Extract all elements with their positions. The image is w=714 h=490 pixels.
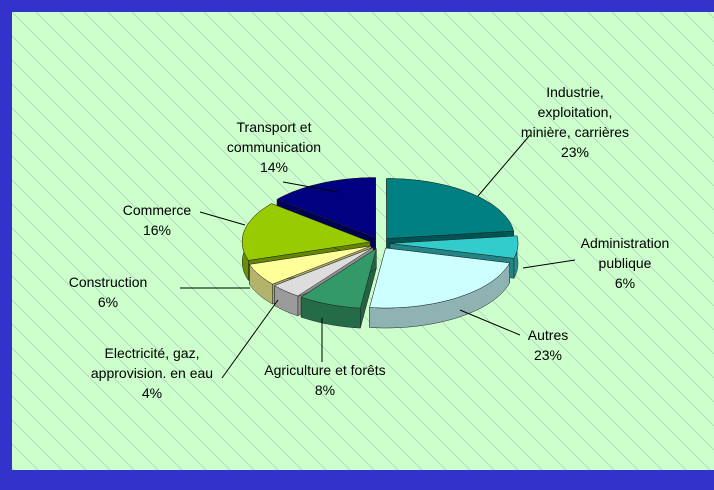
- percent-label: 16%: [142, 222, 172, 238]
- data-label: Administration publique 6%: [560, 233, 690, 293]
- category-label: Administration publique: [580, 235, 670, 271]
- category-label: Commerce: [122, 202, 192, 218]
- leader-line: [459, 309, 521, 336]
- leader-line: [199, 211, 246, 226]
- category-label: Transport et communication: [226, 119, 322, 155]
- percent-label: 6%: [614, 275, 636, 291]
- slice-top: [386, 178, 514, 239]
- slice-top: [249, 245, 372, 285]
- data-label: Transport et communication 14%: [204, 117, 344, 177]
- percent-label: 23%: [533, 347, 563, 363]
- percent-label: 23%: [560, 144, 590, 160]
- data-label: Industrie, exploitation, minière, carriè…: [520, 82, 630, 162]
- leader-line: [282, 181, 339, 193]
- slice-top: [300, 248, 377, 309]
- slice-top: [369, 247, 511, 309]
- category-label: Autres: [527, 327, 569, 343]
- slice-top: [241, 203, 372, 261]
- percent-label: 4%: [141, 385, 163, 401]
- category-label: Industrie, exploitation, minière, carriè…: [520, 84, 630, 140]
- leader-line: [477, 134, 531, 197]
- slice-top: [276, 177, 376, 238]
- data-label: Autres 23%: [508, 325, 588, 365]
- category-label: Electricité, gaz, approvision. en eau: [90, 345, 214, 381]
- data-label: Agriculture et forêts 8%: [260, 360, 390, 400]
- leader-line: [522, 259, 576, 269]
- data-label: Construction 6%: [53, 272, 163, 312]
- leader-line: [221, 299, 279, 379]
- slice-top: [273, 247, 374, 297]
- percent-label: 6%: [97, 294, 119, 310]
- category-label: Construction: [68, 274, 148, 290]
- data-label: Electricité, gaz, approvision. en eau 4%: [77, 343, 227, 403]
- slice-top: [389, 235, 519, 259]
- percent-label: 8%: [314, 382, 336, 398]
- pie-slice: [369, 247, 511, 329]
- pie-slice: [300, 248, 377, 329]
- data-label: Commerce 16%: [102, 200, 212, 240]
- percent-label: 14%: [259, 159, 289, 175]
- category-label: Agriculture et forêts: [264, 362, 386, 378]
